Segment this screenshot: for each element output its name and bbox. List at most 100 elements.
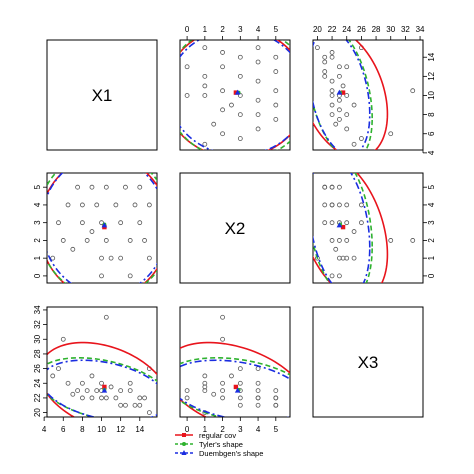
tick-label: 4: [427, 150, 436, 155]
data-point: [333, 121, 339, 127]
data-point: [146, 202, 152, 208]
data-point: [329, 273, 335, 279]
data-point: [123, 184, 128, 190]
data-point: [344, 126, 350, 132]
data-point: [99, 395, 104, 401]
data-point: [255, 112, 261, 118]
data-point: [89, 229, 95, 234]
data-point: [65, 380, 71, 386]
tick-label: 32: [401, 25, 410, 34]
data-point: [60, 336, 66, 342]
tick-label: 26: [357, 25, 366, 34]
panel-content: [313, 40, 416, 150]
data-point: [344, 112, 350, 118]
data-point: [344, 64, 350, 70]
ellipse-duembgen-s-shape: [180, 40, 290, 150]
data-point: [358, 220, 364, 226]
data-point: [273, 69, 279, 74]
data-point: [89, 184, 95, 190]
data-point: [220, 380, 225, 386]
data-point: [255, 380, 261, 386]
tick-label: 14: [135, 425, 144, 434]
data-point: [410, 88, 416, 94]
panel-x3-x1: [312, 39, 424, 151]
data-point: [255, 97, 261, 103]
data-point: [220, 336, 225, 342]
panel-content: [180, 314, 290, 417]
data-point: [108, 255, 114, 261]
panel-content: [180, 40, 290, 150]
panel-frame: [46, 39, 158, 151]
data-point: [322, 220, 328, 226]
tick-label: 4: [256, 425, 261, 434]
data-point: [137, 395, 143, 401]
tick-label: 0: [427, 273, 436, 278]
data-point: [94, 202, 100, 208]
ellipse-regular-cov: [47, 341, 157, 417]
data-point: [358, 136, 364, 141]
legend-entry: regular cov: [175, 431, 236, 440]
center-marker: [233, 384, 239, 390]
legend-entry: Tyler's shape: [175, 440, 243, 449]
data-point: [329, 78, 335, 84]
tick-label: 2: [220, 25, 225, 34]
data-point: [142, 238, 147, 243]
data-point: [336, 97, 342, 103]
panel-frame: [179, 39, 291, 151]
data-point: [237, 136, 243, 141]
panel-frame: [179, 172, 291, 284]
data-point: [273, 54, 279, 60]
data-point: [322, 59, 328, 65]
tick-label: 1: [203, 25, 208, 34]
panel-x1-x3: [46, 306, 158, 418]
data-point: [99, 380, 104, 386]
tick-label: 1: [203, 425, 208, 434]
data-point: [255, 126, 261, 132]
data-point: [237, 402, 243, 408]
panel-x3-x3: X3: [312, 306, 424, 418]
legend-marker: [182, 442, 186, 446]
center-marker: [101, 387, 108, 393]
tick-label: 30: [386, 25, 395, 34]
data-point: [329, 88, 335, 94]
data-point: [273, 395, 279, 401]
legend-label: regular cov: [199, 431, 236, 440]
tick-label: 12: [116, 425, 125, 434]
data-point: [255, 402, 261, 408]
tick-label: 1: [33, 255, 42, 260]
data-point: [336, 273, 342, 279]
axis-top-x2: 0 1 2 3 4 5: [185, 25, 279, 41]
legend-label: Tyler's shape: [199, 440, 243, 449]
tick-label: 10: [97, 425, 106, 434]
tick-label: 14: [427, 52, 436, 61]
center-marker: [340, 224, 346, 230]
data-point: [99, 273, 104, 279]
data-point: [336, 107, 342, 113]
tick-label: 4: [42, 425, 47, 434]
tick-label: 20: [313, 25, 322, 34]
tick-label: 32: [33, 320, 42, 329]
data-point: [79, 220, 85, 226]
tick-label: 24: [33, 378, 42, 387]
tick-label: 4: [427, 202, 436, 207]
tick-label: 0: [185, 425, 190, 434]
data-point: [103, 314, 109, 320]
data-point: [184, 395, 190, 401]
panels-layer: X1 X2 X3: [46, 39, 424, 418]
legend-marker: [182, 433, 186, 437]
ellipse-regular-cov: [313, 173, 389, 283]
data-point: [344, 93, 350, 98]
tick-label: 28: [372, 25, 381, 34]
variable-label: X1: [92, 86, 113, 105]
data-point: [127, 238, 133, 243]
data-point: [314, 45, 320, 51]
data-point: [237, 395, 243, 401]
data-point: [79, 380, 85, 386]
data-point: [108, 384, 114, 390]
data-point: [255, 395, 261, 401]
data-point: [237, 73, 243, 79]
data-point: [75, 388, 81, 394]
data-point: [118, 255, 124, 261]
data-point: [220, 88, 225, 94]
data-point: [84, 238, 90, 243]
